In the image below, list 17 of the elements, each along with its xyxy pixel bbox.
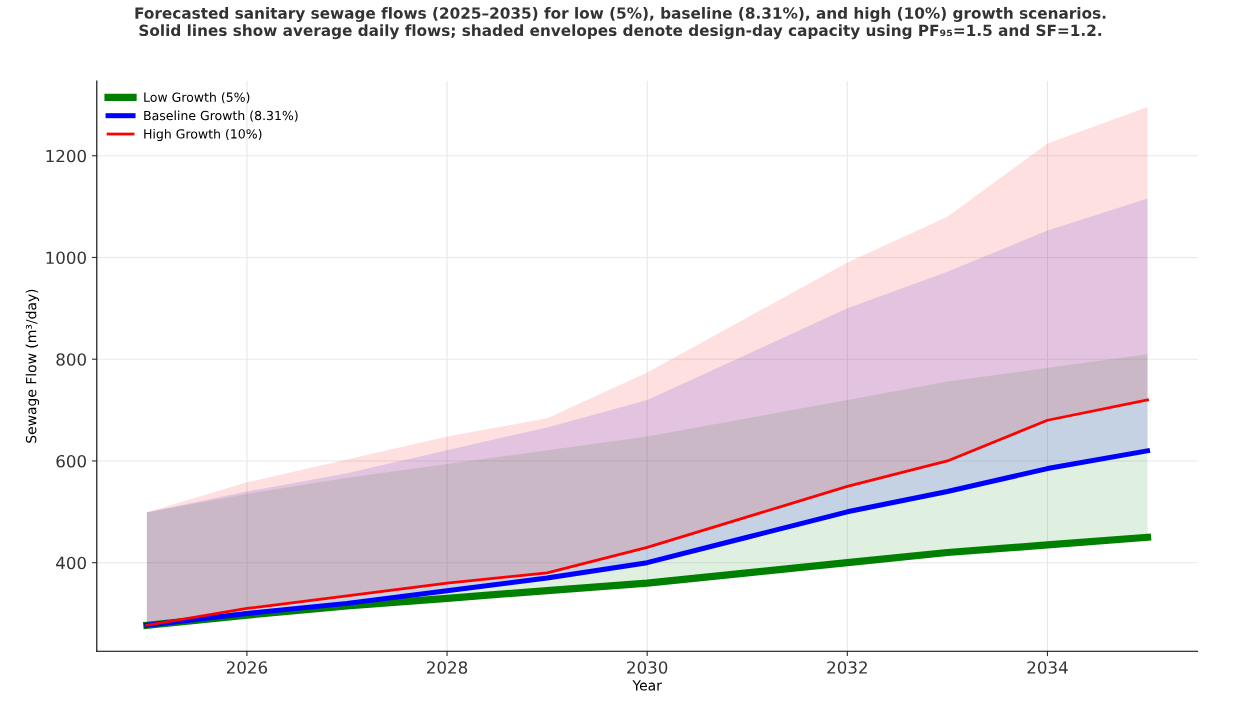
x-tick-label: 2028 xyxy=(427,661,468,674)
legend-label: Baseline Growth (8.31%) xyxy=(144,110,298,122)
y-tick-label: 800 xyxy=(56,353,86,366)
legend-label: High Growth (10%) xyxy=(144,128,262,141)
x-tick-label: 2030 xyxy=(627,661,668,674)
chart-title: Forecasted sanitary sewage flows (2025–2035) for low (5%), baseline (8.31%), and high (10%) growth scenarios. Solid lines show average daily flows; shaded envelopes denote design-day capacity using PF₉₅=1.5 and SF=1.2. xyxy=(135,7,1106,40)
y-axis-title: Sewage Flow (m³/day) xyxy=(25,289,40,443)
y-tick-label: 600 xyxy=(56,454,86,468)
y-tick-label: 400 xyxy=(56,556,86,570)
legend-label: Low Growth (5%) xyxy=(144,92,250,104)
x-axis-title: Year xyxy=(632,680,662,691)
x-tick-label: 2032 xyxy=(827,661,867,674)
x-tick-label: 2034 xyxy=(1027,661,1068,674)
x-tick-label: 2026 xyxy=(226,661,268,674)
y-tick-label: 1200 xyxy=(46,149,86,163)
line-series xyxy=(145,398,1149,627)
y-tick-label: 1000 xyxy=(46,251,86,265)
